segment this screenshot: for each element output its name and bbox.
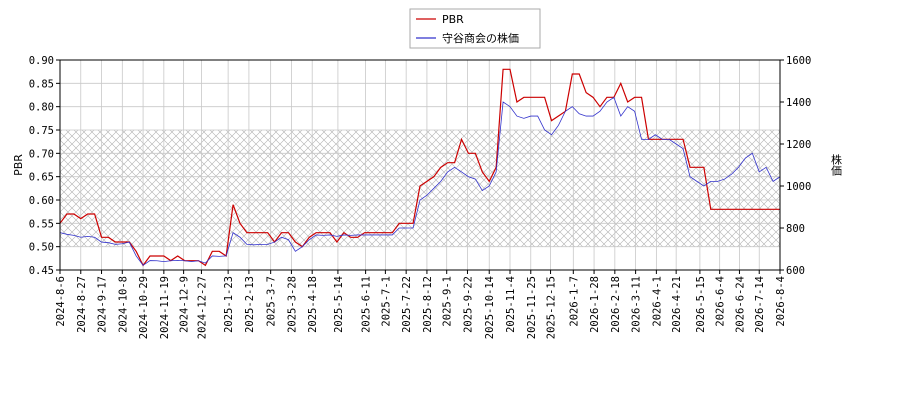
y-tick-label: 0.85	[29, 78, 54, 90]
plot-frame	[59, 59, 781, 271]
y-tick-label: 0.50	[29, 242, 54, 254]
x-tick-label: 2025-10-14	[484, 276, 496, 339]
x-tick-label: 2024-11-19	[159, 276, 171, 339]
x-tick-label: 2024-12-9	[179, 276, 191, 333]
x-tick-label: 2024-9-17	[97, 276, 109, 333]
x-tick-label: 2025-3-7	[266, 276, 278, 327]
x-tick-label: 2025-12-15	[546, 276, 558, 339]
x-tick-label: 2024-10-8	[117, 276, 129, 333]
series-line	[59, 96, 781, 266]
x-tick-label: 2026-2-18	[610, 276, 622, 333]
legend-label: 守谷商会の株価	[442, 31, 519, 45]
x-tick-label: 2026-1-28	[589, 276, 601, 333]
x-tick-label: 2026-6-4	[715, 276, 727, 327]
x-tick-label: 2025-11-25	[526, 276, 538, 339]
y-tick-label: 0.80	[29, 102, 54, 114]
x-tick-label: 2024-8-6	[55, 276, 67, 327]
y2-tick-label: 1400	[786, 97, 811, 109]
legend-label: PBR	[442, 13, 464, 26]
y2-tick-label: 600	[786, 265, 805, 277]
y-tick-label: 0.70	[29, 148, 54, 160]
y2-tick-label: 800	[786, 223, 805, 235]
x-tick-label: 2024-10-29	[138, 276, 150, 339]
x-tick-label: 2026-3-11	[631, 276, 643, 333]
x-tick-label: 2025-7-22	[401, 276, 413, 333]
y-tick-label: 0.45	[29, 265, 54, 277]
x-tick-label: 2025-6-11	[361, 276, 373, 333]
y2-tick-label: 1200	[786, 139, 811, 151]
y2-tick-label: 1600	[786, 55, 811, 67]
x-tick-label: 2025-8-12	[422, 276, 434, 333]
x-tick-label: 2026-5-15	[695, 276, 707, 333]
x-tick-label: 2026-8-4	[775, 276, 787, 327]
x-tick-label: 2025-9-1	[442, 276, 454, 327]
x-tick-label: 2026-4-21	[671, 276, 683, 333]
legend-box	[409, 8, 541, 49]
x-tick-label: 2025-7-1	[380, 276, 392, 327]
x-tick-label: 2025-2-13	[244, 276, 256, 333]
x-tick-label: 2024-12-27	[196, 276, 208, 339]
y-tick-label: 0.75	[29, 125, 54, 137]
y-tick-label: 0.55	[29, 218, 54, 230]
y-axis-label: PBR	[12, 154, 25, 176]
x-tick-label: 2026-1-7	[568, 276, 580, 327]
x-tick-label: 2025-4-18	[307, 276, 319, 333]
x-tick-label: 2026-4-1	[651, 276, 663, 327]
x-tick-label: 2025-1-23	[223, 276, 235, 333]
x-tick-label: 2026-7-14	[754, 276, 766, 333]
x-tick-label: 2025-5-14	[333, 276, 345, 333]
y-tick-label: 0.65	[29, 172, 54, 184]
x-tick-label: 2026-6-24	[734, 276, 746, 333]
y-tick-label: 0.60	[29, 195, 54, 207]
x-tick-label: 2025-11-4	[505, 276, 517, 333]
x-tick-label: 2025-9-22	[462, 276, 474, 333]
y2-axis-label: 株価	[830, 153, 843, 176]
series-line	[59, 68, 780, 267]
legend: PBR 守谷商会の株価	[409, 8, 541, 49]
x-tick-label: 2024-8-27	[76, 276, 88, 333]
y-tick-label: 0.90	[29, 55, 54, 67]
y2-tick-label: 1000	[786, 181, 811, 193]
x-tick-label: 2025-3-28	[286, 276, 298, 333]
